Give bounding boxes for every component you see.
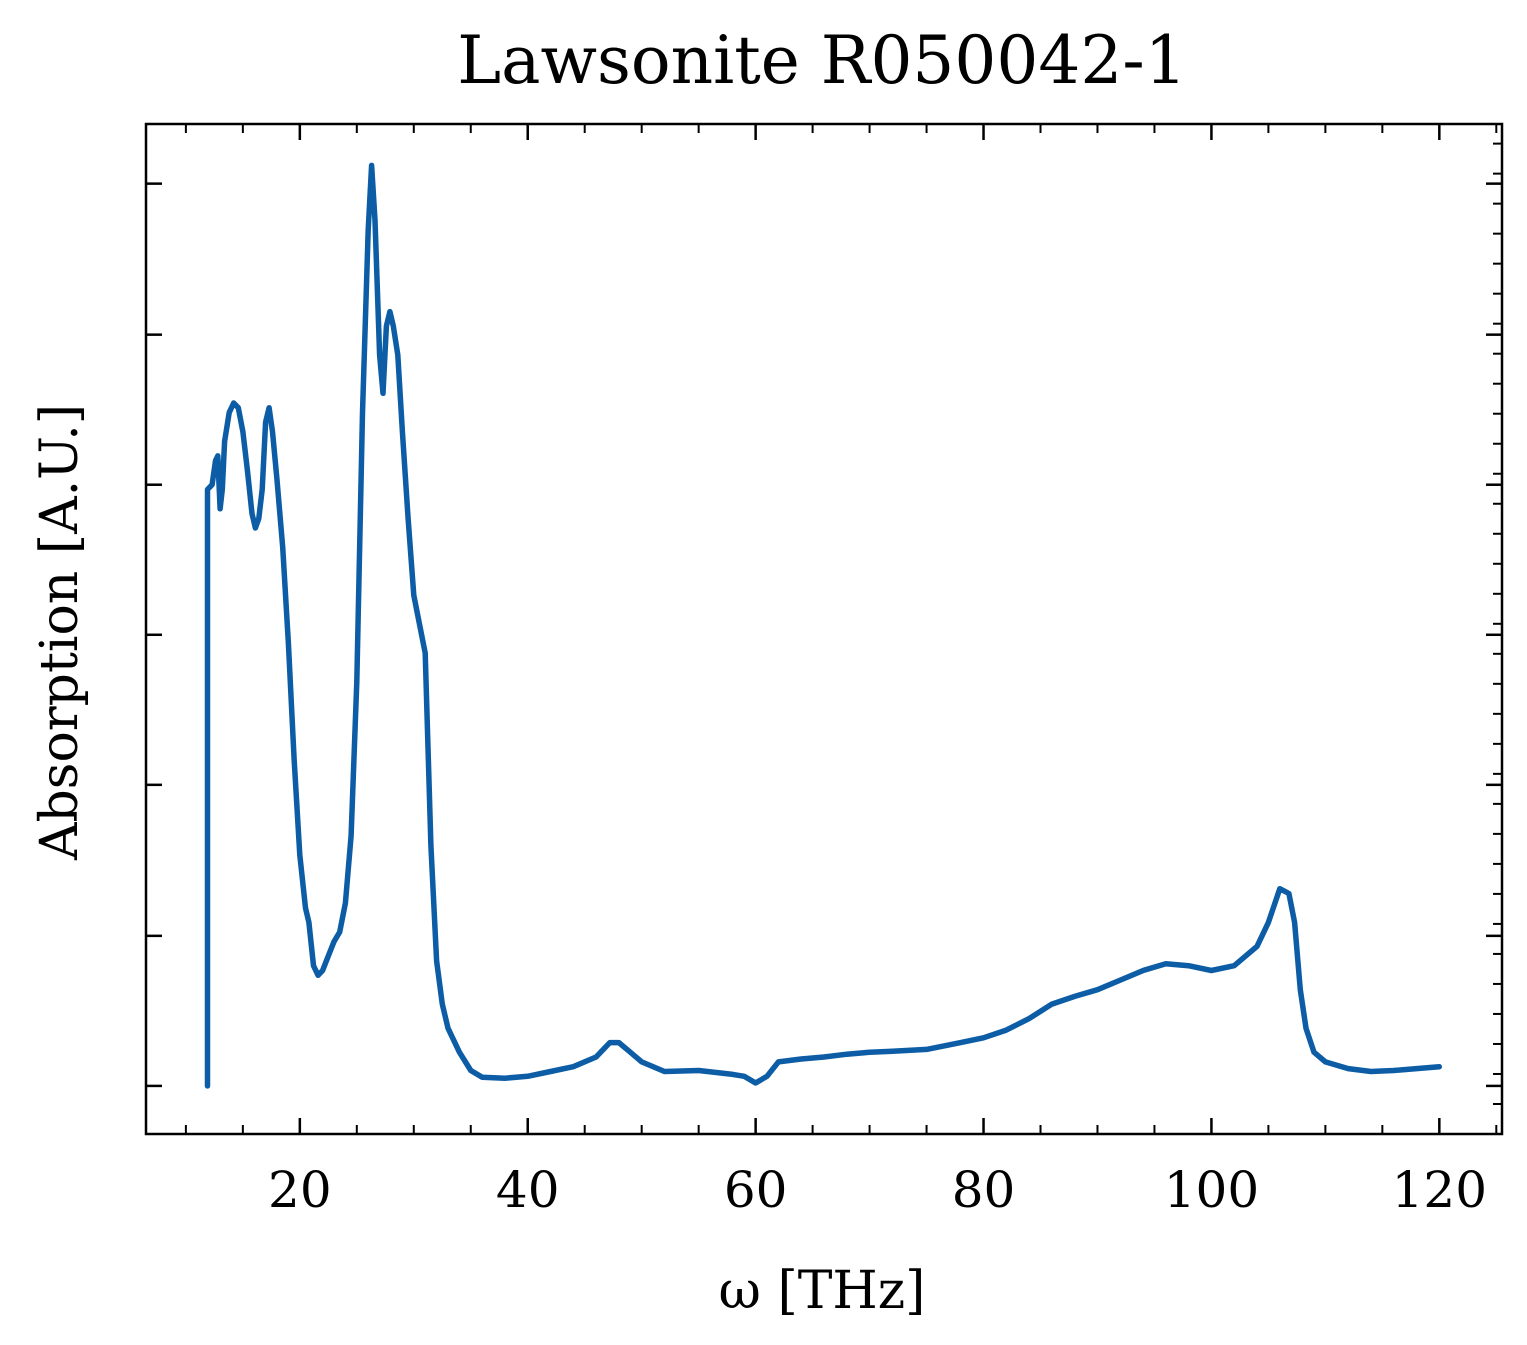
y-axis-label: Absorption [A.U.] <box>30 404 90 861</box>
chart-title: Lawsonite R050042-1 <box>457 22 1186 99</box>
x-tick-label: 60 <box>724 1161 788 1219</box>
absorption-series-line <box>204 162 1443 1089</box>
x-tick-label: 20 <box>268 1161 332 1219</box>
x-tick-labels: 20 40 60 80 100 120 <box>268 1161 1487 1219</box>
x-tick-label: 40 <box>496 1161 560 1219</box>
x-tick-label: 100 <box>1164 1161 1259 1219</box>
axis-ticks <box>146 124 1502 1134</box>
x-tick-label: 120 <box>1392 1161 1487 1219</box>
plot-frame <box>144 122 1504 1136</box>
x-tick-label: 80 <box>952 1161 1016 1219</box>
x-axis-label: ω [THz] <box>719 1261 926 1321</box>
